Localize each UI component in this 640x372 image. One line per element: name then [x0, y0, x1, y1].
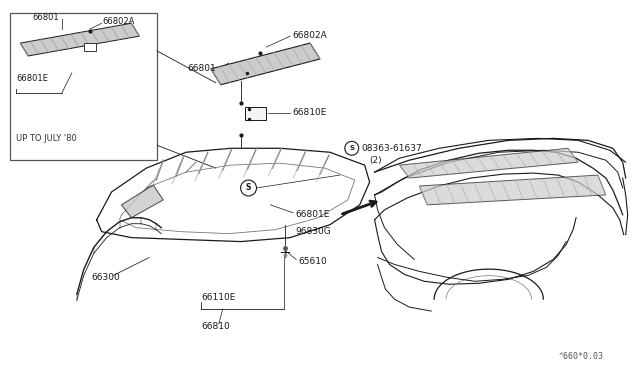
Polygon shape [399, 148, 578, 178]
Text: (2): (2) [370, 156, 382, 165]
Polygon shape [211, 43, 320, 85]
Text: 66801E: 66801E [295, 210, 330, 219]
Polygon shape [20, 23, 140, 56]
Bar [244, 107, 266, 121]
Circle shape [345, 141, 358, 155]
Bar [10, 13, 157, 160]
Text: 66810E: 66810E [292, 108, 326, 117]
Text: 66802A: 66802A [292, 31, 327, 40]
Text: UP TO JULY '80: UP TO JULY '80 [16, 134, 77, 143]
Text: 66110E: 66110E [201, 293, 236, 302]
Polygon shape [419, 175, 606, 205]
Text: 66802A: 66802A [102, 17, 135, 26]
Text: 66801: 66801 [32, 13, 59, 22]
Text: 66801: 66801 [187, 64, 216, 73]
Text: 96830G: 96830G [295, 227, 331, 236]
Text: 66300: 66300 [92, 273, 120, 282]
Text: 65610: 65610 [298, 257, 327, 266]
Text: 66801E: 66801E [16, 74, 48, 83]
Bar [84, 43, 96, 51]
Text: ^660*0.03: ^660*0.03 [558, 352, 604, 361]
Text: 08363-61637: 08363-61637 [362, 144, 422, 153]
Text: S: S [349, 145, 355, 151]
Text: S: S [246, 183, 252, 192]
Polygon shape [122, 185, 163, 218]
Text: 66810: 66810 [201, 323, 230, 331]
Circle shape [241, 180, 257, 196]
